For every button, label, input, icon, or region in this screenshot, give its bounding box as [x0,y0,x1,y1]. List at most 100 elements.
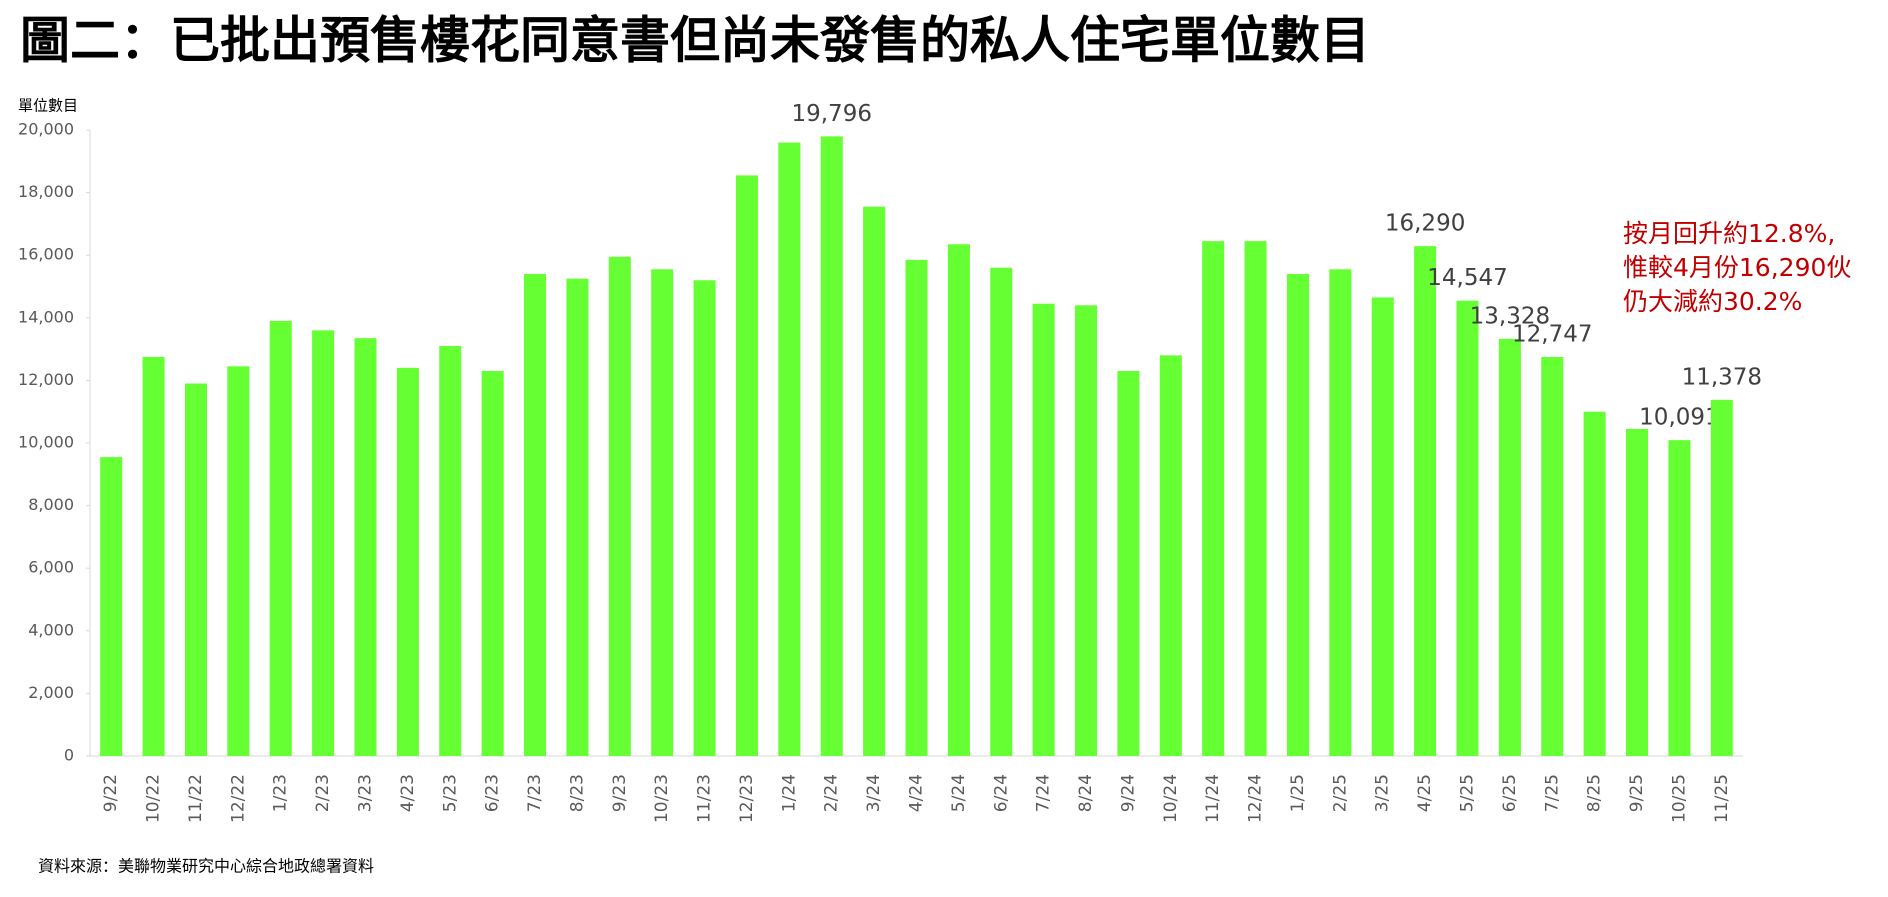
data-label: 19,796 [791,101,871,127]
x-tick-label: 11/24 [1203,774,1223,823]
x-tick-label: 9/25 [1627,774,1647,812]
y-tick-label: 10,000 [18,433,74,452]
bar [947,244,970,756]
x-tick-label: 2/24 [822,774,842,812]
bar [312,330,335,756]
x-tick-label: 2/23 [313,774,333,812]
x-tick-label: 5/25 [1458,774,1478,812]
x-tick-label: 3/24 [864,774,884,812]
x-tick-label: 3/23 [356,774,376,812]
bar [1668,440,1691,756]
bar [1456,300,1479,756]
y-axis-label: 單位數目 [18,97,78,115]
source-note: 資料來源：美聯物業研究中心綜合地政總署資料 [38,857,374,876]
x-tick-label: 10/24 [1161,774,1181,823]
bar [693,280,716,756]
x-tick-label: 8/25 [1585,774,1605,812]
x-tick-label: 7/23 [525,774,545,812]
annotation: 仍大減約30.2% [1623,287,1802,316]
bar [1202,241,1225,757]
bar [820,136,843,756]
x-tick-label: 4/23 [398,774,418,812]
bar [1414,246,1437,757]
bar [269,320,292,756]
data-label: 13,328 [1470,303,1550,329]
x-tick-label: 11/22 [186,774,206,823]
data-label: 12,747 [1512,322,1592,348]
x-tick-label: 6/25 [1500,774,1520,812]
bar [1371,297,1394,756]
x-tick-label: 11/23 [695,774,715,823]
x-tick-label: 1/25 [1288,774,1308,812]
x-tick-label: 8/23 [567,774,587,812]
x-tick-label: 11/25 [1712,774,1732,823]
x-tick-label: 3/25 [1373,774,1393,812]
bar [1541,357,1564,756]
bar [439,345,462,756]
x-tick-label: 6/23 [483,774,503,812]
bar [142,356,165,756]
x-tick-label: 10/22 [144,774,164,823]
x-tick-label: 10/23 [652,774,672,823]
data-label: 10,091 [1639,405,1719,431]
bar [778,142,801,756]
bar [227,366,250,756]
y-tick-label: 8,000 [28,495,74,514]
y-tick-label: 18,000 [18,182,74,201]
data-label: 16,290 [1385,211,1465,237]
chart-title: 圖二：已批出預售樓花同意書但尚未發售的私人住宅單位數目 [20,12,1370,70]
bar [863,206,886,756]
x-tick-label: 4/24 [907,774,927,812]
bar [651,269,674,756]
data-label: 14,547 [1427,265,1507,291]
y-tick-label: 4,000 [28,620,74,639]
annotation: 惟較4月份16,290伙 [1623,253,1851,282]
x-tick-label: 7/24 [1034,774,1054,812]
x-tick-label: 9/23 [610,774,630,812]
bar [1626,428,1649,756]
x-tick-label: 10/25 [1669,774,1689,823]
annotation: 按月回升約12.8%, [1623,219,1835,248]
bar [1498,338,1521,756]
x-tick-label: 1/24 [779,774,799,812]
bar [905,259,928,756]
bar [1159,355,1182,756]
bar [524,273,547,756]
y-tick-label: 20,000 [18,120,74,139]
x-tick-label: 8/24 [1076,774,1096,812]
data-label: 11,378 [1682,364,1762,390]
bar [1075,305,1098,756]
bar [1583,411,1606,756]
bar [735,175,758,756]
x-tick-label: 6/24 [991,774,1011,812]
bar [396,367,419,756]
bar [354,338,377,756]
bar [481,371,504,756]
y-tick-label: 0 [64,746,74,765]
x-tick-label: 9/22 [101,774,121,812]
bar [608,256,631,756]
x-tick-label: 2/25 [1330,774,1350,812]
x-tick-label: 12/22 [228,774,248,823]
x-tick-label: 1/23 [271,774,291,812]
bar [990,267,1013,756]
y-tick-label: 6,000 [28,558,74,577]
y-tick-label: 16,000 [18,245,74,264]
bar [566,278,589,756]
bar [1286,273,1309,756]
x-tick-label: 12/23 [737,774,757,823]
bar [1117,371,1140,756]
y-tick-label: 14,000 [18,307,74,326]
x-tick-label: 12/24 [1246,774,1266,823]
x-tick-label: 7/25 [1542,774,1562,812]
y-tick-label: 2,000 [28,683,74,702]
bar [100,457,123,756]
bar [1244,241,1267,757]
bar [184,383,207,756]
bar [1032,303,1055,756]
x-tick-label: 4/25 [1415,774,1435,812]
x-tick-label: 9/24 [1118,774,1138,812]
x-tick-label: 5/24 [949,774,969,812]
bar [1329,269,1352,756]
